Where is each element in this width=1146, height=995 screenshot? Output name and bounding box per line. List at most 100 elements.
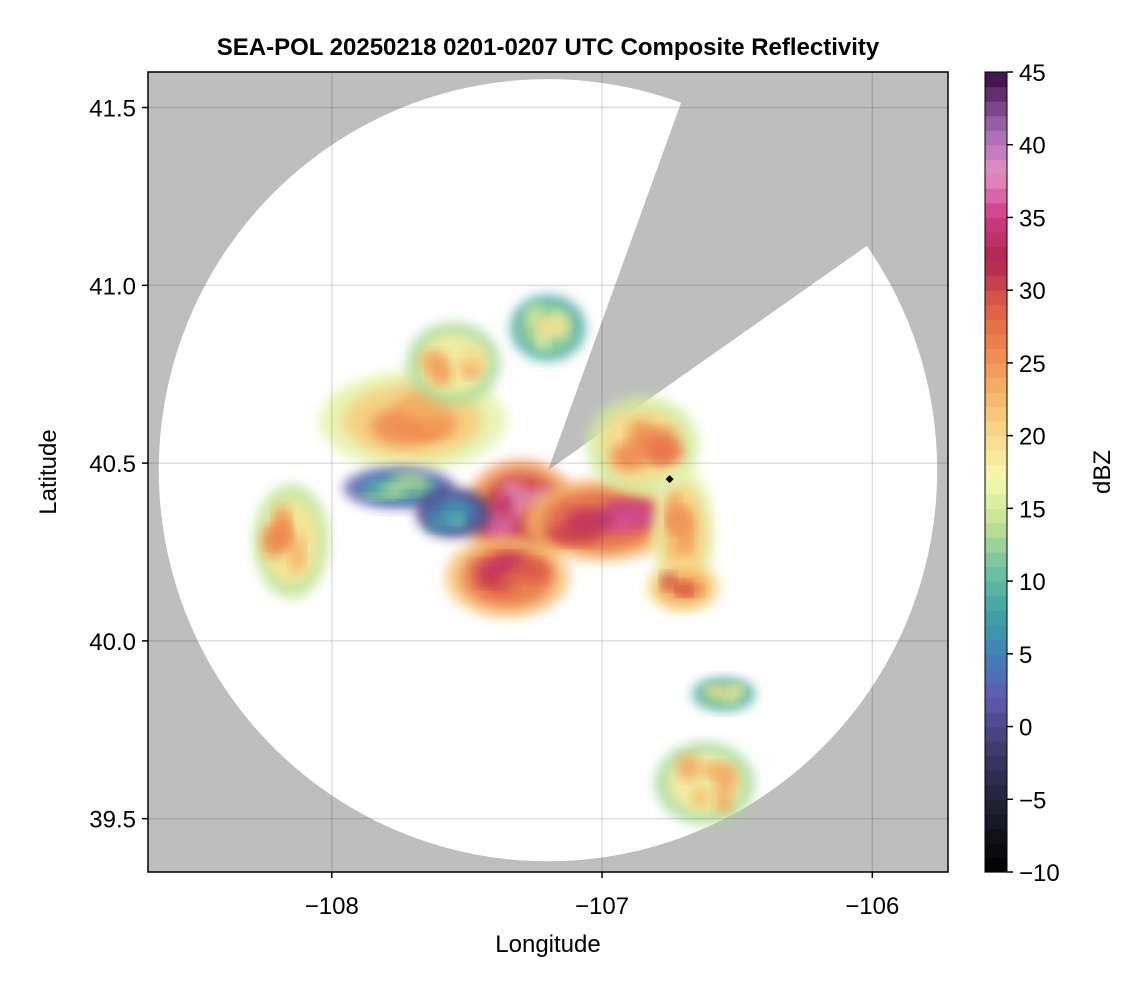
echo-core: [460, 349, 486, 366]
plot-area: [147, 71, 949, 873]
colorbar-swatch: [985, 377, 1007, 393]
echo-core: [563, 508, 615, 534]
colorbar-swatch: [985, 682, 1007, 699]
colorbar-swatch: [985, 726, 1007, 742]
reflectivity-echoes: [253, 295, 755, 824]
colorbar-swatch: [985, 421, 1007, 437]
echo-region: [692, 677, 755, 711]
colorbar-ticks: −10 −5 0 5 10 15 20 25 30 35 40 45: [1007, 60, 1060, 887]
colorbar-tick-label: 25: [1019, 351, 1046, 378]
x-axis-label: Longitude: [495, 931, 600, 958]
colorbar-swatch: [985, 130, 1007, 146]
colorbar-swatch: [985, 217, 1007, 233]
echo-core: [512, 559, 551, 583]
colorbar-swatch: [985, 537, 1007, 553]
y-axis-label: Latitude: [35, 429, 62, 514]
colorbar-swatch: [985, 275, 1007, 291]
colorbar-swatch: [985, 333, 1007, 349]
site-marker-icon: [665, 475, 674, 484]
colorbar-swatch: [985, 624, 1007, 640]
echo-core: [691, 786, 710, 808]
colorbar-swatch: [985, 784, 1007, 800]
echo-region: [406, 322, 501, 405]
colorbar-tick-label: −10: [1019, 860, 1060, 887]
echo-core: [728, 686, 745, 697]
echo-region: [645, 563, 721, 613]
colorbar-swatch: [985, 246, 1007, 262]
echo-core: [714, 787, 733, 815]
y-tick-label: 40.5: [89, 451, 136, 478]
colorbar-swatch: [985, 319, 1007, 335]
colorbar: −10 −5 0 5 10 15 20 25 30 35 40 45 dBZ: [984, 60, 1116, 887]
colorbar-swatch: [985, 653, 1007, 669]
echo-core: [383, 484, 407, 497]
colorbar-swatch: [985, 813, 1007, 829]
colorbar-swatch: [985, 857, 1007, 873]
echo-core: [678, 584, 702, 596]
echo-core: [474, 559, 512, 576]
echo-core: [661, 572, 676, 590]
colorbar-swatch: [985, 406, 1007, 422]
echo-core: [672, 508, 696, 541]
colorbar-tick-label: 15: [1019, 496, 1046, 523]
colorbar-swatch: [985, 173, 1007, 189]
colorbar-swatch: [985, 159, 1007, 175]
colorbar-swatch: [985, 770, 1007, 786]
echo-region: [445, 536, 570, 618]
echo-region: [253, 484, 329, 599]
echo-core: [532, 317, 558, 336]
colorbar-swatch: [985, 304, 1007, 320]
colorbar-tick-label: 45: [1019, 60, 1046, 87]
colorbar-swatch: [985, 464, 1007, 480]
echo-core: [724, 695, 738, 705]
colorbar-swatch: [985, 697, 1007, 713]
colorbar-swatch: [985, 115, 1007, 131]
colorbar-swatch: [985, 188, 1007, 204]
x-axis: −108 −107 −106: [305, 872, 899, 920]
colorbar-tick-label: 35: [1019, 205, 1046, 232]
y-tick-label: 40.0: [89, 629, 136, 656]
echo-core: [697, 762, 735, 779]
y-tick-label: 41.5: [89, 96, 136, 123]
colorbar-swatch: [985, 392, 1007, 408]
colorbar-swatch: [985, 479, 1007, 495]
echo-core: [644, 427, 679, 465]
echo-region: [655, 742, 755, 824]
echo-core: [611, 442, 648, 471]
chart-title: SEA-POL 20250218 0201-0207 UTC Composite…: [217, 34, 880, 61]
x-tick-label: −106: [845, 893, 899, 920]
colorbar-tick-label: 40: [1019, 133, 1046, 160]
colorbar-tick-label: 0: [1019, 715, 1032, 742]
echo-region: [586, 396, 699, 495]
colorbar-swatch: [985, 610, 1007, 626]
y-tick-label: 39.5: [89, 807, 136, 834]
colorbar-tick-label: 10: [1019, 569, 1046, 596]
colorbar-swatch: [985, 842, 1007, 859]
colorbar-swatch: [985, 348, 1007, 364]
echo-core: [426, 514, 452, 532]
echo-region: [524, 479, 680, 561]
colorbar-swatch: [985, 450, 1007, 466]
colorbar-tick-label: 20: [1019, 424, 1046, 451]
echo-core: [435, 362, 453, 386]
colorbar-swatch: [985, 435, 1007, 451]
colorbar-swatch: [985, 566, 1007, 582]
colorbar-label: dBZ: [1089, 450, 1116, 494]
colorbar-swatch: [985, 86, 1007, 102]
colorbar-swatch: [985, 522, 1007, 539]
colorbar-swatch: [985, 232, 1007, 248]
colorbar-swatch: [985, 362, 1007, 379]
y-axis: 39.5 40.0 40.5 41.0 41.5: [89, 96, 148, 834]
colorbar-tick-label: 30: [1019, 278, 1046, 305]
echo-core: [446, 498, 465, 515]
colorbar-swatch: [985, 101, 1007, 117]
colorbar-swatch: [985, 493, 1007, 509]
colorbar-swatch: [985, 712, 1007, 728]
colorbar-swatch: [985, 741, 1007, 757]
colorbar-swatch: [985, 799, 1007, 815]
colorbar-swatch: [985, 202, 1007, 219]
plot-frame: [147, 71, 949, 873]
colorbar-swatch: [985, 552, 1007, 568]
